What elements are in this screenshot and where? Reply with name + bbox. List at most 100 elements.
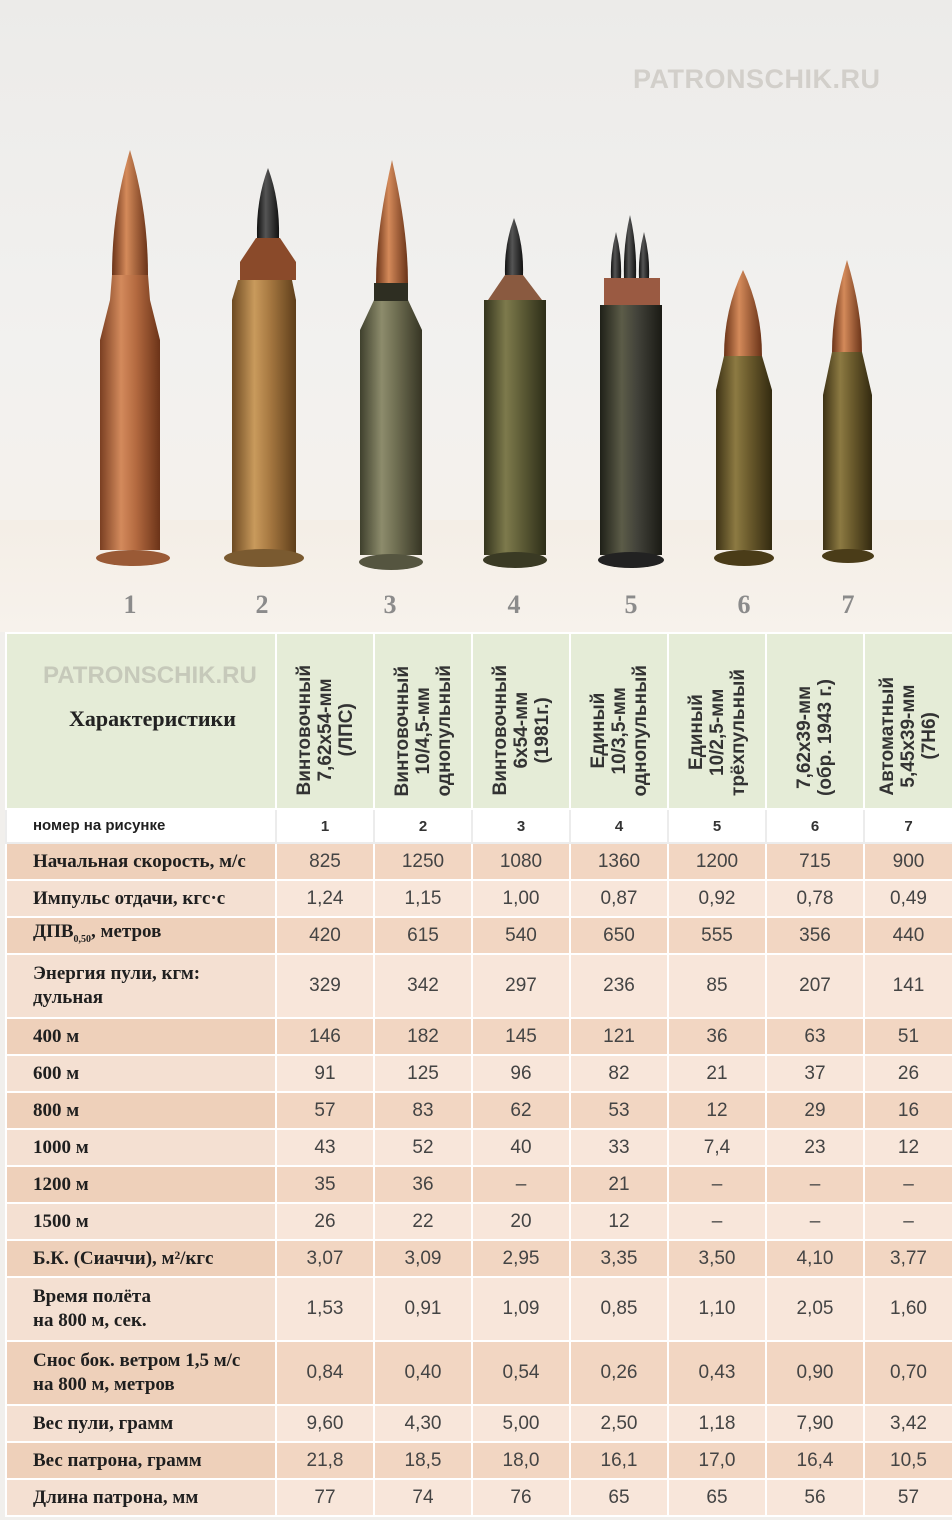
table-cell: 1080 <box>471 842 571 881</box>
table-cell: 4,30 <box>373 1404 473 1443</box>
cartridge-number-7: 7 <box>841 590 855 619</box>
table-cell: 4 <box>569 808 669 844</box>
table-cell: 0,85 <box>569 1276 669 1342</box>
table-cell: 26 <box>863 1054 952 1093</box>
table-cell: 43 <box>275 1128 375 1167</box>
row-label: 400 м <box>5 1017 277 1056</box>
cartridge-number-2: 2 <box>255 590 269 619</box>
table-cell: 36 <box>373 1165 473 1204</box>
table-cell: 900 <box>863 842 952 881</box>
table-cell: – <box>667 1165 767 1204</box>
table-cell: 3,07 <box>275 1239 375 1278</box>
row-label: Длина патрона, мм <box>5 1478 277 1517</box>
table-cell: 5 <box>667 808 767 844</box>
cartridges-illustration <box>96 150 874 570</box>
table-cell: 76 <box>471 1478 571 1517</box>
table-cell: 0,70 <box>863 1340 952 1406</box>
cartridge-3 <box>359 160 423 570</box>
table-cell: 3,42 <box>863 1404 952 1443</box>
table-cell: 2,50 <box>569 1404 669 1443</box>
table-cell: 10,5 <box>863 1441 952 1480</box>
table-cell: 20 <box>471 1202 571 1241</box>
table-cell: 85 <box>667 953 767 1019</box>
table-cell: – <box>667 1202 767 1241</box>
table-cell: 62 <box>471 1091 571 1130</box>
table-cell: 22 <box>373 1202 473 1241</box>
table-cell: 16 <box>863 1091 952 1130</box>
table-cell: 33 <box>569 1128 669 1167</box>
row-label: ДПВ0,50, метров <box>5 916 277 955</box>
table-cell: 146 <box>275 1017 375 1056</box>
cartridges-photo: PATRONSCHIK.RU <box>0 0 952 632</box>
table-cell: 420 <box>275 916 375 955</box>
table-cell: 0,87 <box>569 879 669 918</box>
table-cell: 182 <box>373 1017 473 1056</box>
cartridge-number-1: 1 <box>123 590 137 619</box>
column-header-7: Автоматный 5,45х39-мм (7Н6) <box>863 632 952 810</box>
table-corner-header: PATRONSCHIK.RU Характеристики <box>5 632 277 810</box>
table-cell: 1250 <box>373 842 473 881</box>
table-cell: 91 <box>275 1054 375 1093</box>
table-cell: 1 <box>275 808 375 844</box>
table-cell: – <box>765 1165 865 1204</box>
table-cell: 21 <box>667 1054 767 1093</box>
table-cell: 7 <box>863 808 952 844</box>
table-cell: 825 <box>275 842 375 881</box>
row-label: Начальная скорость, м/с <box>5 842 277 881</box>
table-cell: 207 <box>765 953 865 1019</box>
table-cell: 1,09 <box>471 1276 571 1342</box>
cartridge-4 <box>483 218 547 568</box>
table-cell: 4,10 <box>765 1239 865 1278</box>
table-body: номер на рисунке 1 2 3 4 5 6 7 Начальная скорост… <box>5 808 952 1517</box>
table-cell: 329 <box>275 953 375 1019</box>
column-header-text: Единый 10/2,5-мм трёхпульный <box>685 669 749 796</box>
table-cell: 3,35 <box>569 1239 669 1278</box>
column-header-2: Винтовочный 10/4,5-мм однопульный <box>373 632 473 810</box>
table-cell: 2,05 <box>765 1276 865 1342</box>
table-cell: 74 <box>373 1478 473 1517</box>
table-cell: 0,43 <box>667 1340 767 1406</box>
table-cell: 0,54 <box>471 1340 571 1406</box>
table-cell: 26 <box>275 1202 375 1241</box>
row-label: Б.К. (Сиаччи), м²/кгс <box>5 1239 277 1278</box>
table-cell: – <box>471 1165 571 1204</box>
table-row: Время полёта на 800 м, сек. 1,53 0,91 1,09 0,… <box>5 1276 952 1342</box>
column-header-text: Винтовочный 6х54-мм (1981г.) <box>489 665 553 796</box>
table-cell: 18,0 <box>471 1441 571 1480</box>
table-cell: 96 <box>471 1054 571 1093</box>
table-cell: 18,5 <box>373 1441 473 1480</box>
table-cell: 0,92 <box>667 879 767 918</box>
table-cell: 23 <box>765 1128 865 1167</box>
table-row: ДПВ0,50, метров 420 615 540 650 555 356 440 <box>5 916 952 955</box>
table-row: 1000 м 43 52 40 33 7,4 23 12 <box>5 1128 952 1167</box>
table-row: 800 м 57 83 62 53 12 29 16 <box>5 1091 952 1130</box>
table-row: Вес патрона, грамм 21,8 18,5 18,0 16,1 17,0 16… <box>5 1441 952 1480</box>
table-row: Б.К. (Сиаччи), м²/кгс 3,07 3,09 2,95 3,35 3,5… <box>5 1239 952 1278</box>
table-cell: 36 <box>667 1017 767 1056</box>
characteristics-table: PATRONSCHIK.RU Характеристики Винтовочны… <box>5 632 952 1517</box>
table-row: Снос бок. ветром 1,5 м/с на 800 м, метров… <box>5 1340 952 1406</box>
table-row: Длина патрона, мм 77 74 76 65 65 56 57 <box>5 1478 952 1517</box>
table-cell: – <box>863 1202 952 1241</box>
table-cell: 52 <box>373 1128 473 1167</box>
characteristics-label: Характеристики <box>69 706 236 731</box>
table-cell: 0,84 <box>275 1340 375 1406</box>
table-cell: 0,90 <box>765 1340 865 1406</box>
table-cell: 51 <box>863 1017 952 1056</box>
table-cell: – <box>765 1202 865 1241</box>
column-header-4: Единый 10/3,5-мм однопульный <box>569 632 669 810</box>
table-cell: 440 <box>863 916 952 955</box>
table-cell: 1,60 <box>863 1276 952 1342</box>
table-cell: 2 <box>373 808 473 844</box>
table-cell: 0,40 <box>373 1340 473 1406</box>
column-header-3: Винтовочный 6х54-мм (1981г.) <box>471 632 571 810</box>
table-cell: 7,4 <box>667 1128 767 1167</box>
table-cell: 0,78 <box>765 879 865 918</box>
table-cell: 12 <box>863 1128 952 1167</box>
watermark-table: PATRONSCHIK.RU <box>43 662 257 689</box>
table-cell: 21 <box>569 1165 669 1204</box>
table-cell: 83 <box>373 1091 473 1130</box>
table-cell: 1,53 <box>275 1276 375 1342</box>
table-row: Импульс отдачи, кгс·с 1,24 1,15 1,00 0,87 0,9… <box>5 879 952 918</box>
table-cell: 29 <box>765 1091 865 1130</box>
